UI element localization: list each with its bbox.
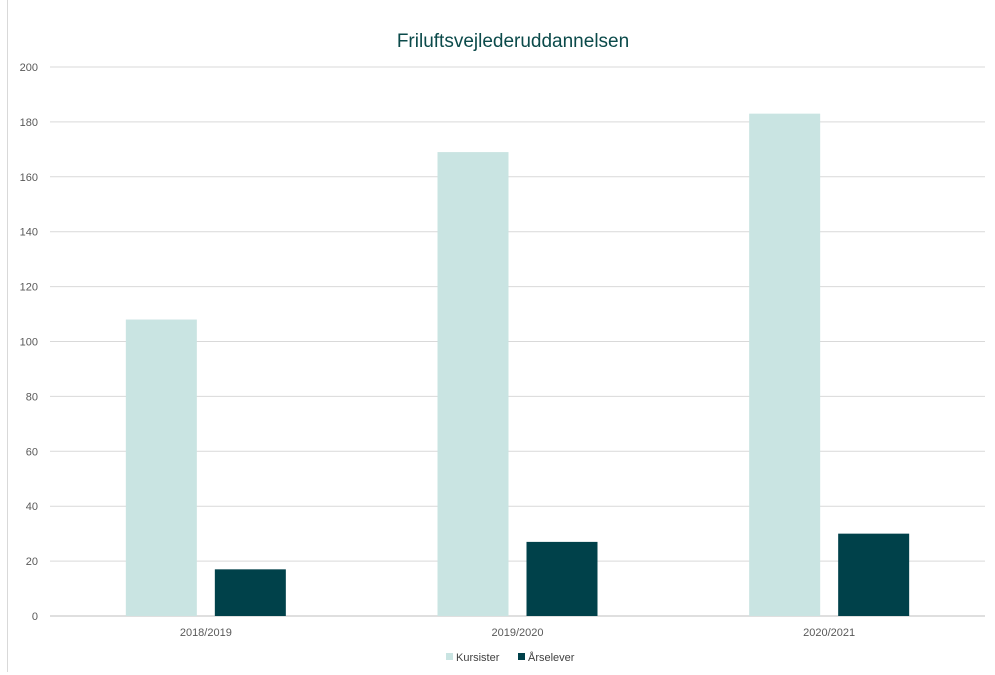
y-tick-label: 100 [20, 337, 38, 349]
gridlines [50, 66, 985, 617]
y-tick-label: 80 [26, 391, 38, 403]
bar-kursister-2 [749, 113, 821, 616]
y-tick-label: 0 [32, 611, 38, 623]
legend-label-arselever: Årselever [528, 651, 575, 664]
chart-title: Friluftsvejlederuddannelsen [397, 31, 629, 52]
y-tick-label: 140 [20, 227, 38, 239]
x-tick-label: 2019/2020 [492, 627, 544, 639]
y-tick-label: 160 [20, 172, 38, 184]
bar-kursister-1 [437, 152, 509, 616]
bar-kursister-0 [125, 319, 197, 616]
y-tick-label: 60 [26, 446, 38, 458]
bars [125, 113, 910, 616]
legend-label-kursister: Kursister [456, 652, 500, 664]
bar-arselever-1 [526, 541, 598, 616]
bar-arselever-2 [838, 533, 910, 616]
x-axis: 2018/2019 2019/2020 2020/2021 [180, 627, 855, 639]
y-tick-label: 200 [20, 62, 38, 74]
y-tick-label: 20 [26, 556, 38, 568]
legend: Kursister Årselever [446, 651, 575, 664]
bar-arselever-0 [214, 569, 286, 616]
y-tick-label: 180 [20, 117, 38, 129]
x-tick-label: 2018/2019 [180, 627, 232, 639]
x-tick-label: 2020/2021 [803, 627, 855, 639]
y-tick-label: 120 [20, 282, 38, 294]
bar-chart: Friluftsvejlederuddannelsen 0 20 40 60 80 100… [20, 31, 985, 664]
y-tick-label: 40 [26, 501, 38, 513]
y-axis: 0 20 40 60 80 100 120 140 160 180 200 [20, 62, 38, 623]
legend-swatch-arselever [518, 653, 525, 660]
legend-swatch-kursister [446, 653, 453, 660]
chart-frame: Friluftsvejlederuddannelsen 0 20 40 60 80 100… [7, 0, 992, 672]
